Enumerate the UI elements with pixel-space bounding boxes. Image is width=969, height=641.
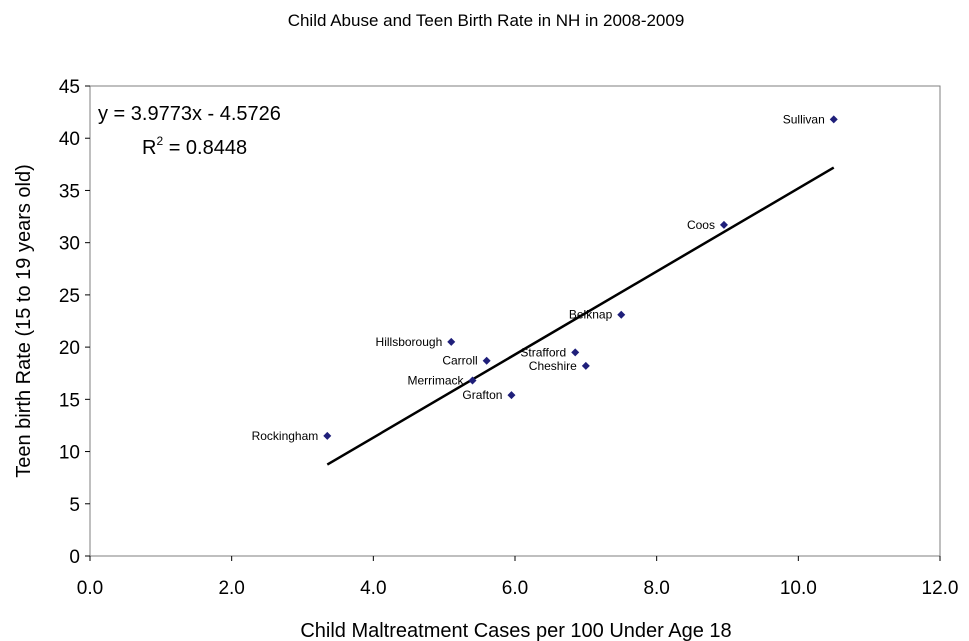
data-point-label: Sullivan (783, 112, 825, 126)
r-squared-superscript: 2 (156, 134, 163, 148)
y-tick-label: 45 (59, 77, 80, 98)
chart-title: Child Abuse and Teen Birth Rate in NH in… (288, 11, 685, 30)
x-tick-label: 4.0 (360, 578, 386, 599)
y-tick-label: 20 (59, 338, 80, 359)
data-point-marker (719, 220, 728, 229)
trend-line (326, 166, 835, 466)
x-tick-label: 0.0 (77, 578, 103, 599)
data-point-marker (323, 431, 332, 440)
trend-equation: y = 3.9773x - 4.5726 (98, 103, 281, 125)
data-point-label: Rockingham (252, 429, 319, 443)
r-squared-value: = 0.8448 (163, 137, 247, 159)
data-point-label: Grafton (462, 388, 502, 402)
y-tick-label: 5 (69, 495, 80, 516)
y-axis: 0 5 10 15 20 25 30 35 40 45 (59, 77, 90, 568)
x-axis-title: Child Maltreatment Cases per 100 Under A… (300, 620, 731, 641)
data-point-marker (507, 391, 516, 400)
y-tick-label: 30 (59, 234, 80, 255)
r-squared-prefix: R (142, 137, 156, 159)
data-point-label: Coos (687, 218, 715, 232)
data-point-marker (571, 348, 580, 357)
x-tick-label: 6.0 (502, 578, 528, 599)
data-point-label: Strafford (520, 345, 566, 359)
y-tick-label: 10 (59, 443, 80, 464)
x-tick-label: 10.0 (780, 578, 817, 599)
data-points: Sullivan Coos Belknap Hillsborough Strafford… (252, 112, 838, 443)
y-tick-label: 40 (59, 129, 80, 150)
data-point-marker (581, 361, 590, 370)
data-point-marker (482, 356, 491, 365)
x-tick-label: 12.0 (922, 578, 959, 599)
y-axis-title: Teen birth Rate (15 to 19 years old) (13, 164, 35, 478)
data-point-label: Carroll (442, 354, 477, 368)
x-tick-label: 2.0 (218, 578, 244, 599)
data-point-label: Cheshire (529, 359, 577, 373)
y-tick-label: 25 (59, 286, 80, 307)
data-point-label: Belknap (569, 308, 613, 322)
r-squared: R2 = 0.8448 (142, 134, 247, 159)
data-point-label: Hillsborough (376, 335, 443, 349)
data-point-label: Merrimack (408, 374, 465, 388)
data-point-marker (447, 337, 456, 346)
x-tick-label: 8.0 (643, 578, 669, 599)
data-point-marker (829, 115, 838, 124)
y-tick-label: 15 (59, 390, 80, 411)
data-point-marker (617, 310, 626, 319)
x-axis: 0.0 2.0 4.0 6.0 8.0 10.0 12.0 (77, 556, 959, 599)
y-tick-label: 35 (59, 181, 80, 202)
y-tick-label: 0 (69, 547, 80, 568)
data-point-marker (468, 376, 477, 385)
